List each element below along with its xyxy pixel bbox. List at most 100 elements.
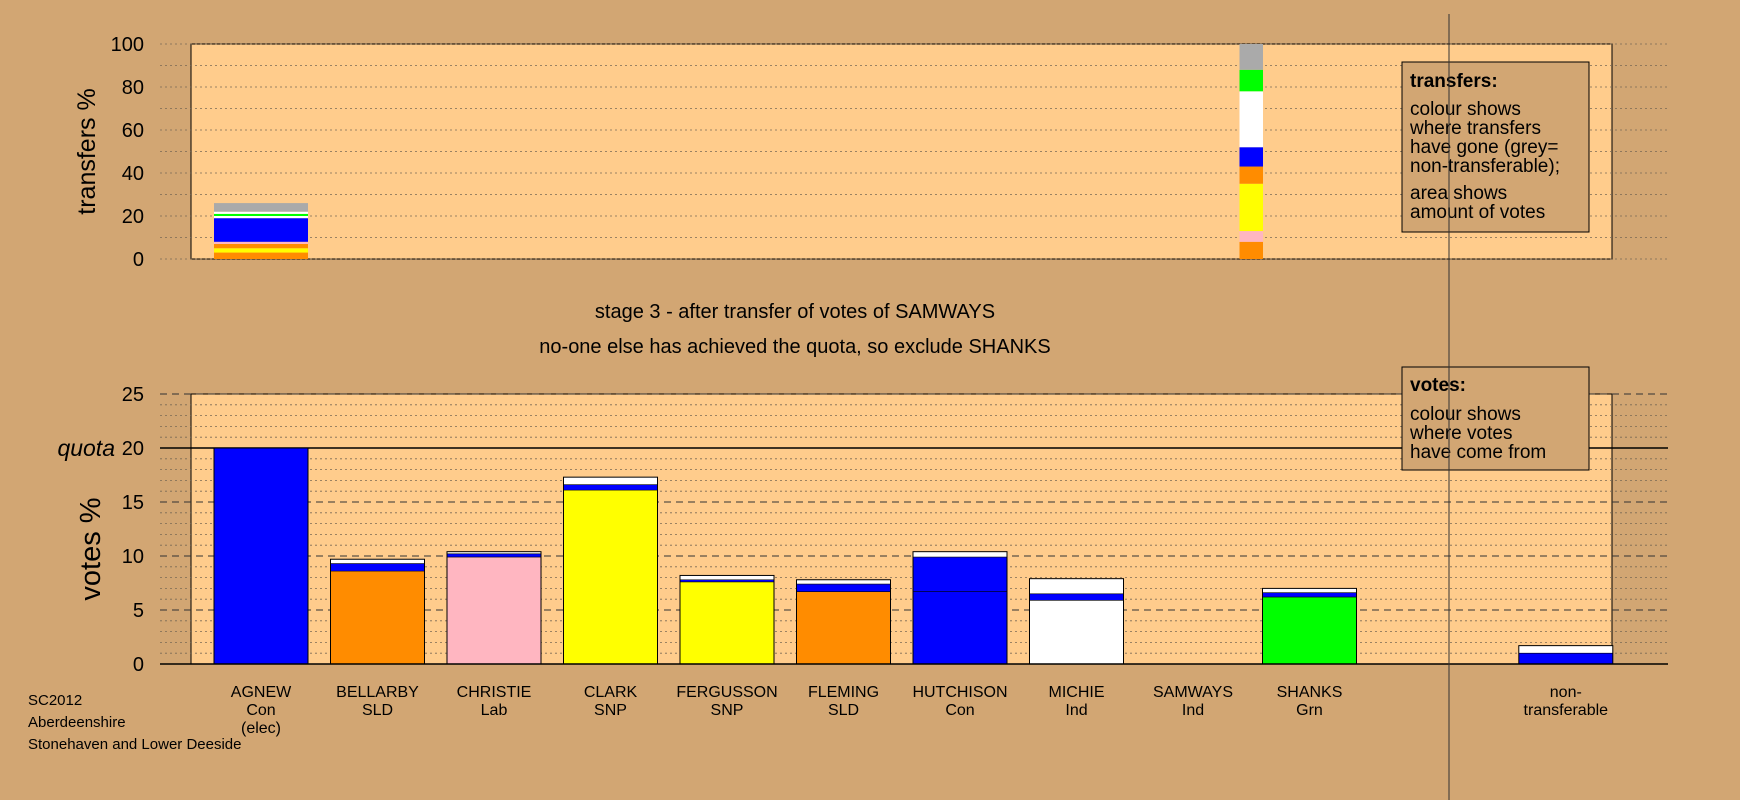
votes-segment (330, 563, 425, 572)
votes-segment (330, 571, 425, 664)
transfers-segment (1239, 183, 1263, 232)
note-text: no-one else has achieved the quota, so e… (539, 336, 1050, 358)
category-label: SAMWAYS (1153, 684, 1233, 701)
category-label: AGNEW (231, 684, 292, 701)
transfers-chart: 0 20 40 60 80 100 transfers % transfers: colour … (73, 34, 1668, 271)
votes-y-tick: 20 (122, 438, 144, 460)
transfers-segment (214, 243, 308, 249)
transfers-y-tick: 0 (133, 249, 144, 271)
votes-segment (913, 557, 1007, 592)
votes-segment (563, 490, 658, 664)
transfers-segment (1239, 44, 1263, 70)
category-label: non- (1550, 684, 1582, 701)
category-label: FLEMING (808, 684, 879, 701)
votes-segment (913, 591, 1007, 664)
transfers-y-tick: 60 (122, 120, 144, 142)
transfers-legend-line: area shows (1410, 183, 1507, 204)
category-label: Con (945, 702, 974, 719)
votes-legend-box (1401, 366, 1590, 471)
transfers-segment (1239, 241, 1263, 259)
transfers-legend-line: where transfers (1409, 118, 1541, 139)
transfers-segment (214, 241, 308, 244)
category-label: Grn (1296, 702, 1323, 719)
votes-segment (447, 557, 541, 664)
category-label: MICHIE (1049, 684, 1105, 701)
votes-segment (680, 579, 774, 582)
votes-segment (447, 553, 541, 558)
votes-segment (796, 591, 891, 664)
footer-line-ward: Stonehaven and Lower Deeside (28, 736, 242, 753)
category-label: FERGUSSON (676, 684, 777, 701)
transfers-y-tick: 40 (122, 163, 144, 185)
category-label: BELLARBY (336, 684, 419, 701)
transfers-y-tick: 80 (122, 77, 144, 99)
transfers-segment (1239, 231, 1263, 242)
votes-segment (1262, 592, 1357, 598)
transfers-legend-line: non-transferable); (1410, 156, 1560, 177)
votes-y-tick: 25 (122, 384, 144, 406)
votes-legend-line: colour shows (1410, 404, 1521, 425)
votes-segment (913, 551, 1007, 558)
category-label: Con (246, 702, 275, 719)
votes-y-tick: 10 (122, 546, 144, 568)
footer: SC2012 Aberdeenshire Stonehaven and Lowe… (28, 692, 242, 753)
votes-legend-title: votes: (1410, 375, 1466, 396)
category-label: SHANKS (1277, 684, 1343, 701)
category-label: Ind (1182, 702, 1204, 719)
votes-segment (680, 581, 774, 664)
category-label: Lab (481, 702, 508, 719)
category-label: (elec) (241, 720, 281, 737)
category-label: CLARK (584, 684, 638, 701)
votes-segment (563, 484, 658, 491)
category-label: CHRISTIE (457, 684, 532, 701)
transfers-y-tick: 100 (111, 34, 144, 56)
transfers-segment (214, 248, 308, 253)
votes-segment (1518, 653, 1613, 664)
transfers-legend-line: amount of votes (1410, 202, 1545, 223)
votes-legend-line: where votes (1409, 423, 1512, 444)
stage-text-group: stage 3 - after transfer of votes of SAM… (539, 301, 1050, 358)
quota-label: quota (57, 435, 115, 461)
transfers-segment (1239, 69, 1263, 92)
votes-y-label: votes % (75, 497, 107, 600)
transfers-segment (214, 218, 308, 242)
votes-y-tick: 0 (133, 654, 144, 676)
votes-segment (563, 477, 658, 485)
votes-segment (330, 559, 425, 564)
transfers-segment (1239, 147, 1263, 167)
votes-segment (680, 575, 774, 580)
transfers-segment (1239, 166, 1263, 184)
transfers-segment (214, 252, 308, 259)
votes-segment (1029, 600, 1124, 664)
votes-legend-line: have come from (1410, 442, 1546, 463)
transfers-segment (214, 211, 308, 214)
transfers-segment (214, 203, 308, 212)
votes-segment (1518, 645, 1613, 654)
transfers-y-tick: 20 (122, 206, 144, 228)
votes-segment (796, 584, 891, 592)
votes-plot-area (190, 393, 1613, 665)
category-label: SLD (828, 702, 859, 719)
category-label: SLD (362, 702, 393, 719)
votes-y-tick: 15 (122, 492, 144, 514)
category-label: HUTCHISON (912, 684, 1007, 701)
votes-y-tick: 5 (133, 600, 144, 622)
votes-segment (214, 448, 308, 664)
transfers-legend-title: transfers: (1410, 71, 1498, 92)
footer-line-council: Aberdeenshire (28, 714, 126, 731)
category-label: transferable (1524, 702, 1609, 719)
votes-segment (796, 579, 891, 585)
transfers-legend-line: colour shows (1410, 99, 1521, 120)
category-label: SNP (594, 702, 627, 719)
transfers-segment (214, 216, 308, 219)
transfers-segment (1239, 91, 1263, 148)
footer-line-election: SC2012 (28, 692, 82, 709)
votes-segment (1029, 578, 1124, 594)
votes-segment (1029, 593, 1124, 601)
category-label: Ind (1065, 702, 1087, 719)
transfers-y-label: transfers % (73, 88, 101, 214)
category-label: SNP (711, 702, 744, 719)
transfers-legend-line: have gone (grey= (1410, 137, 1558, 158)
